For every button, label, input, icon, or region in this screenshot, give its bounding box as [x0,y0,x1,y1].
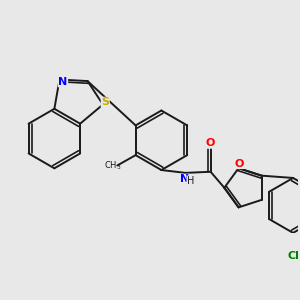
Text: N: N [58,77,68,87]
Text: CH$_3$: CH$_3$ [104,160,122,172]
Text: S: S [101,97,109,107]
Text: Cl: Cl [287,251,299,261]
Text: O: O [235,159,244,169]
Text: H: H [187,176,194,186]
Text: N: N [180,174,190,184]
Text: O: O [206,138,215,148]
